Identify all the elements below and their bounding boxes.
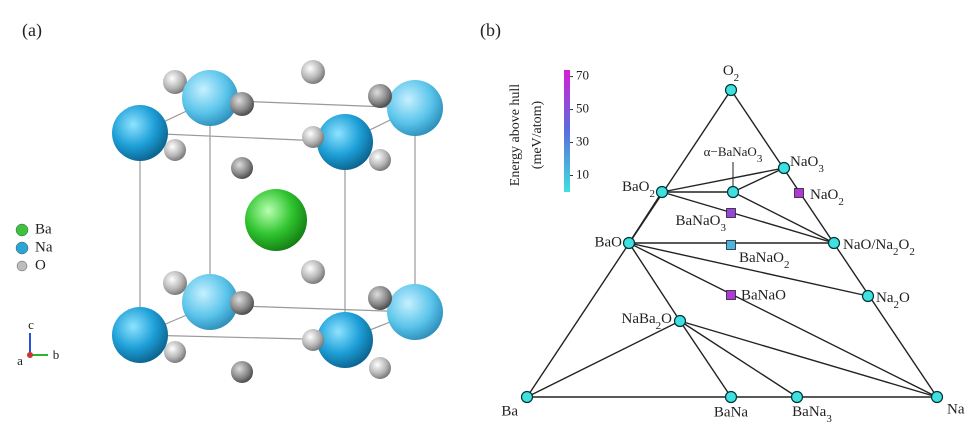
atoms: [112, 60, 443, 383]
legend-label: O: [35, 257, 46, 273]
stable-phase: [863, 291, 874, 302]
phase-label: Na: [947, 401, 965, 417]
phase-label: NaO3: [790, 154, 824, 174]
unstable-phase: [727, 241, 736, 250]
tie-line: [629, 192, 662, 243]
phase-label: BaNaO3: [676, 213, 727, 233]
unstable-phase: [727, 209, 736, 218]
stable-phase: [657, 187, 668, 198]
phase-label: BaO: [595, 234, 623, 250]
tie-line: [680, 321, 731, 397]
panel-label: (a): [22, 20, 42, 41]
stable-phase: [522, 392, 533, 403]
colorbar-title: Energy above hull: [508, 84, 523, 186]
legend-swatch: [16, 242, 28, 254]
phase-label: BaNa: [714, 404, 748, 420]
legend-label: Ba: [35, 221, 52, 237]
stable-phase: [675, 316, 686, 327]
panel-label: (b): [480, 20, 501, 41]
colorbar-tick-label: 50: [576, 101, 589, 116]
stable-phase: [726, 392, 737, 403]
colorbar: [564, 70, 570, 192]
stable-phase: [726, 85, 737, 96]
phase-diagram: O2 BaO2 α−BaNaO3 NaO3 NaO2 BaNaO3 BaO NaO/Na2O2…: [501, 63, 965, 424]
phase-label: Ba: [501, 403, 518, 419]
colorbar-unit: (meV/atom): [530, 100, 545, 169]
phase-label: NaO/Na2O2: [843, 237, 915, 257]
legend-swatch: [17, 261, 27, 271]
stable-phase: [932, 392, 943, 403]
phase-label: Na2O: [876, 290, 910, 310]
stable-phase: [624, 238, 635, 249]
stable-phase: [792, 392, 803, 403]
unstable-phase: [727, 291, 736, 300]
axis-triad: [27, 333, 48, 358]
colorbar-tick-label: 30: [576, 134, 589, 149]
phase-label: O2: [723, 63, 739, 83]
tie-line: [662, 168, 784, 192]
phase-label: BaNaO: [741, 287, 786, 303]
tie-line: [680, 321, 797, 397]
phase-label: α−BaNaO3: [704, 144, 763, 165]
tie-line: [527, 321, 680, 397]
stable-phase: [728, 187, 739, 198]
stable-phase: [779, 163, 790, 174]
figure: (a) (b) c b a O2BaO2α−BaNaO3NaO3NaO2BaNa…: [0, 0, 970, 424]
legend-label: Na: [35, 239, 53, 255]
axis-label: a: [17, 353, 23, 368]
phase-label: NaO2: [810, 187, 844, 207]
phase-label: BaO2: [622, 179, 655, 199]
unstable-phase: [795, 189, 804, 198]
stable-phase: [829, 238, 840, 249]
axis-label: b: [53, 347, 60, 362]
legend-swatch: [16, 224, 28, 236]
phase-label: BaNa3: [792, 404, 832, 424]
tie-line: [733, 168, 784, 192]
axis-label: c: [28, 317, 34, 332]
colorbar-tick-label: 70: [576, 68, 589, 83]
phase-label: BaNaO2: [739, 250, 790, 270]
tie-line: [629, 243, 680, 321]
colorbar-tick-label: 10: [576, 166, 589, 181]
